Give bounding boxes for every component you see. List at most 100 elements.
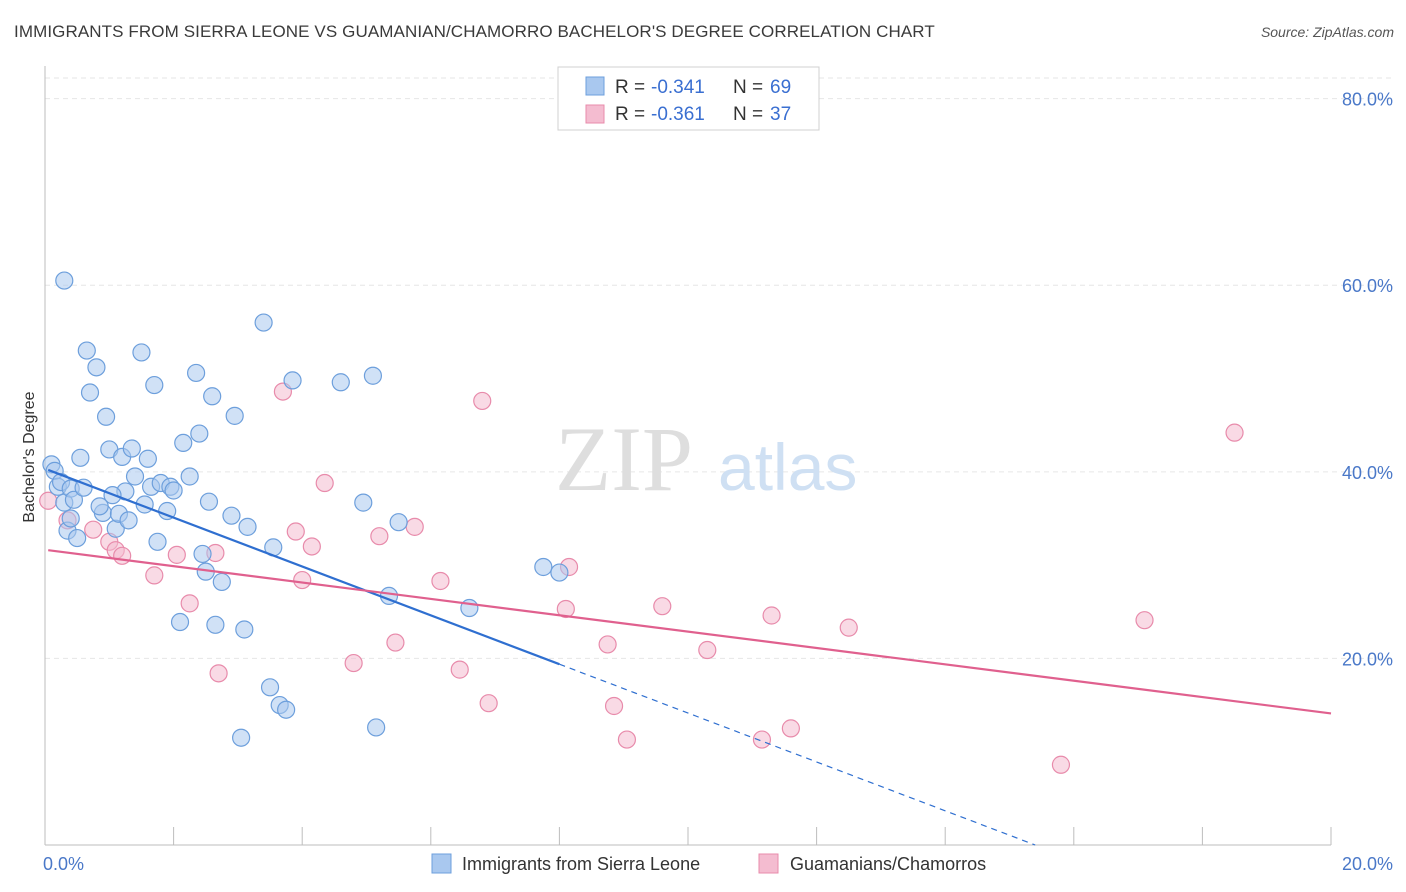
point-sierra-leone-7 [64, 490, 84, 509]
point-sierra-leone-47 [238, 517, 257, 536]
point-sierra-leone-20 [119, 511, 138, 530]
x-tick-labels: 0.0% 20.0% [43, 854, 1393, 874]
point-sierra-leone-62 [550, 563, 569, 582]
legend-r-value-2: -0.361 [651, 104, 705, 125]
point-guamanian-2 [84, 520, 103, 539]
point-sierra-leone-55 [354, 493, 373, 512]
x-tick-label-0: 0.0% [43, 854, 84, 874]
point-sierra-leone-37 [193, 544, 212, 564]
point-guamanian-34 [839, 618, 858, 637]
legend-n-value-2: 37 [770, 104, 791, 125]
point-guamanian-28 [617, 730, 637, 749]
y-tick-label-0: 20.0% [1342, 649, 1393, 669]
trend-line-sierra-leone-extension [559, 663, 1036, 846]
point-sierra-leone-64 [68, 528, 87, 548]
legend-swatch-sierra-leone [431, 853, 452, 874]
source-label: Source: ZipAtlas.com [1261, 24, 1394, 40]
point-sierra-leone-48 [254, 313, 273, 332]
point-sierra-leone-61 [534, 557, 553, 577]
point-guamanian-8 [180, 594, 199, 613]
point-guamanian-12 [286, 522, 305, 541]
point-sierra-leone-63 [55, 271, 74, 290]
chart-title: IMMIGRANTS FROM SIERRA LEONE VS GUAMANIA… [14, 22, 935, 41]
point-sierra-leone-14 [96, 407, 116, 426]
trend-line-guamanian [48, 549, 1332, 715]
point-sierra-leone-42 [212, 572, 231, 592]
point-guamanian-7 [167, 545, 186, 564]
point-guamanian-10 [209, 664, 228, 683]
point-guamanian-26 [598, 635, 617, 654]
point-guamanian-16 [344, 653, 363, 673]
point-sierra-leone-44 [225, 406, 244, 425]
point-guamanian-23 [479, 694, 498, 713]
point-sierra-leone-59 [389, 513, 408, 532]
point-sierra-leone-68 [61, 509, 80, 528]
legend-label-sierra-leone: Immigrants from Sierra Leone [462, 854, 700, 874]
point-guamanian-15 [315, 473, 334, 493]
trend-line-sierra-leone [47, 468, 560, 666]
point-sierra-leone-54 [331, 373, 350, 392]
point-guamanian-6 [145, 566, 164, 585]
watermark-atlas: atlas [718, 430, 857, 504]
legend-swatch-blue [585, 76, 605, 96]
point-sierra-leone-56 [363, 366, 383, 385]
point-sierra-leone-33 [174, 433, 193, 453]
point-sierra-leone-32 [170, 612, 190, 632]
point-guamanian-21 [450, 660, 469, 679]
point-guamanian-27 [604, 696, 624, 716]
point-guamanian-22 [473, 391, 492, 411]
point-sierra-leone-40 [203, 387, 222, 406]
point-sierra-leone-28 [148, 532, 167, 551]
legend-label-guamanian: Guamanians/Chamorros [790, 854, 986, 874]
x-tick-label-1: 20.0% [1342, 854, 1393, 874]
watermark-zip: ZIP [555, 408, 693, 510]
point-guamanian-13 [293, 570, 312, 590]
point-guamanian-18 [386, 633, 405, 652]
point-sierra-leone-53 [283, 371, 302, 390]
point-sierra-leone-57 [367, 718, 386, 737]
y-tick-label-3: 80.0% [1342, 90, 1393, 110]
source-text: Source: ZipAtlas.com [1260, 24, 1394, 40]
point-guamanian-31 [752, 730, 772, 749]
point-guamanian-14 [302, 537, 321, 556]
point-guamanian-29 [653, 597, 672, 616]
point-guamanian-32 [762, 606, 781, 625]
point-sierra-leone-23 [132, 343, 151, 362]
point-sierra-leone-66 [164, 481, 183, 500]
point-sierra-leone-27 [145, 375, 164, 395]
legend-stats: R = -0.341 N = 69 R = -0.361 N = 37 [557, 66, 820, 131]
legend-r-label-1: R = [615, 77, 645, 98]
point-sierra-leone-41 [206, 615, 225, 634]
point-sierra-leone-46 [235, 620, 254, 639]
point-sierra-leone-12 [87, 358, 106, 377]
point-sierra-leone-43 [222, 506, 241, 525]
point-sierra-leone-45 [232, 728, 251, 747]
y-tick-label-1: 40.0% [1342, 463, 1393, 483]
point-sierra-leone-49 [260, 678, 280, 697]
point-guamanian-33 [781, 719, 800, 738]
point-sierra-leone-52 [277, 700, 296, 719]
legend-n-label-1: N = [733, 77, 763, 98]
point-sierra-leone-34 [180, 467, 199, 486]
point-sierra-leone-8 [71, 448, 90, 467]
y-tick-label-2: 60.0% [1342, 276, 1393, 296]
legend-swatch-guamanian [758, 853, 779, 874]
legend-n-value-1: 69 [770, 77, 791, 98]
legend-r-value-1: -0.341 [651, 77, 705, 98]
point-sierra-leone-22 [125, 467, 145, 486]
axes [44, 66, 1332, 846]
data-points [39, 271, 1244, 774]
point-guamanian-37 [1225, 423, 1244, 442]
point-sierra-leone-21 [122, 439, 141, 458]
point-guamanian-5 [113, 546, 132, 565]
legend-series: Immigrants from Sierra Leone Guamanians/… [431, 853, 986, 874]
point-sierra-leone-11 [80, 383, 100, 402]
point-sierra-leone-10 [77, 341, 96, 360]
legend-n-label-2: N = [733, 104, 763, 125]
watermark: ZIP atlas [555, 408, 857, 510]
legend-swatch-pink [585, 104, 605, 124]
point-sierra-leone-35 [187, 363, 206, 383]
point-guamanian-35 [1051, 755, 1071, 774]
point-guamanian-20 [431, 571, 450, 591]
